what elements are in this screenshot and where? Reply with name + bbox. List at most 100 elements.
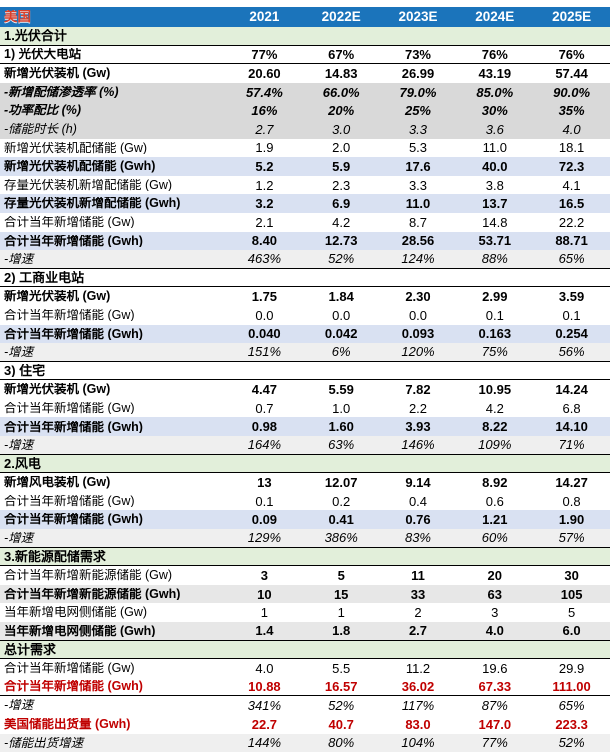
table-row: 存量光伏装机新增配储能 (Gw) 1.2 2.3 3.3 3.8 4.1 [0,176,610,195]
value-cell: 22.7 [251,716,278,732]
value-cell: 4.0 [562,121,581,137]
value-cell: 5 [337,568,345,584]
value-cell: 77% [251,46,278,62]
value-cell: 10.95 [478,382,512,398]
header-year-2021: 2021 [249,9,280,25]
table-row: -增速 164% 63% 146% 109% 71% [0,436,610,455]
row-label: -增速 [4,699,34,712]
table-row: 1) 光伏大电站 77% 67% 73% 76% 76% [0,46,610,65]
value-cell: 4.2 [485,400,504,416]
value-cell: 11.0 [482,140,507,156]
table-row: 合计当年新增储能 (Gwh) 10.88 16.57 36.02 67.33 111.00 [0,678,610,697]
table-row: -增速 463% 52% 124% 88% 65% [0,250,610,269]
value-cell: 14.10 [555,419,588,435]
value-cell: 11 [411,568,425,584]
value-cell: 2.2 [408,400,428,416]
row-label: 总计需求 [4,642,57,656]
value-cell: 4.47 [251,382,278,398]
row-label: 1.光伏合计 [4,29,67,43]
value-cell: 40.0 [482,158,508,174]
section-row: 3) 住宅 [0,362,610,381]
value-cell: 53.71 [478,233,512,249]
row-label: 3) 住宅 [4,363,46,377]
row-label: 合计当年新增新能源储能 (Gw) [4,569,173,582]
row-label: 合计当年新增储能 (Gw) [4,401,135,415]
value-cell: 1 [260,605,269,621]
table-body: 1.光伏合计 1) 光伏大电站 77% 67% 73% 76% 76% 新增光伏装机 (Gw)… [0,27,610,753]
value-cell: 129% [247,530,282,546]
table-row: 当年新增电网侧储能 (Gw) 1 1 2 3 5 [0,603,610,622]
table-row: 合计当年新增储能 (Gw) 0.1 0.2 0.4 0.6 0.8 [0,492,610,511]
row-label: 合计当年新增储能 (Gwh) [4,680,143,693]
value-cell: 36.02 [401,679,435,695]
table-row: 新增光伏装机 (Gw) 20.60 14.83 26.99 43.19 57.44 [0,64,610,83]
value-cell: 87% [481,698,508,714]
value-cell: 1.21 [482,512,508,528]
table-row: 新增光伏装机 (Gw) 4.47 5.59 7.82 10.95 14.24 [0,380,610,399]
value-cell: 13.7 [482,196,508,212]
table-row: 合计当年新增储能 (Gwh) 0.040 0.042 0.093 0.163 0.254 [0,324,610,344]
value-cell: 10.88 [248,679,281,695]
value-cell: 0.98 [251,419,278,435]
header-year-2025e: 2025E [552,9,592,25]
value-cell: 5.9 [332,158,351,174]
table-row: 新增光伏装机配储能 (Gw) 1.9 2.0 5.3 11.0 18.1 [0,139,610,158]
row-label: 存量光伏装机新增配储能 (Gwh) [4,197,181,210]
value-cell: 0.6 [485,493,504,509]
value-cell: 28.56 [401,233,435,249]
value-cell: 0.4 [408,493,428,509]
value-cell: 8.7 [408,214,428,230]
value-cell: 0.0 [408,307,428,323]
value-cell: 14.83 [324,65,358,81]
value-cell: 164% [247,437,282,453]
table-header-row: 美国 2021 2022E 2023E 2024E 2025E [0,7,610,27]
value-cell: 1.2 [255,177,274,193]
value-cell: 14.8 [482,214,508,230]
table-row: 合计当年新增储能 (Gwh) 0.98 1.60 3.93 8.22 14.10 [0,417,610,437]
value-cell: 5 [567,605,576,621]
value-cell: 3.6 [485,121,504,137]
value-cell: 16.57 [324,679,358,695]
value-cell: 1 [337,605,345,621]
value-cell: 83% [404,530,431,546]
table-row: -储能时长 (h) 2.7 3.0 3.3 3.6 4.0 [0,119,610,139]
value-cell: 12.73 [324,233,358,249]
value-cell: 386% [324,530,358,546]
value-cell: 124% [401,251,435,267]
table-row: -增速 151% 6% 120% 75% 56% [0,343,610,362]
value-cell: 4.0 [255,660,274,676]
value-cell: 0.1 [562,307,581,323]
value-cell: 1.9 [255,140,274,156]
row-label: 合计当年新增储能 (Gwh) [4,234,143,248]
value-cell: 76% [558,46,585,62]
value-cell: 14.24 [555,382,588,398]
value-cell: 1.4 [255,623,274,639]
value-cell: 80% [328,735,355,751]
section-row: 3.新能源配储需求 [0,547,610,567]
row-label: -增速 [4,438,34,452]
value-cell: 10 [257,586,272,602]
value-cell: 0.093 [401,326,435,342]
value-cell: 56% [558,344,585,360]
value-cell: 0.09 [251,512,278,528]
value-cell: 16% [251,103,278,119]
row-label: 新增光伏装机配储能 (Gw) [4,141,148,155]
row-label: 新增光伏装机 (Gw) [4,67,111,80]
value-cell: 341% [247,698,282,714]
table-row: 合计当年新增储能 (Gw) 4.0 5.5 11.2 19.6 29.9 [0,659,610,678]
value-cell: 8.40 [251,233,278,249]
row-label: 美国储能出货量 (Gwh) [4,718,131,731]
value-cell: 79.0% [399,84,437,100]
value-cell: 83.0 [405,716,431,732]
table-row: -新增配储渗透率 (%) 57.4% 66.0% 79.0% 85.0% 90.0% [0,82,610,102]
value-cell: 25% [404,103,431,119]
value-cell: 0.0 [332,307,351,323]
row-label: -功率配比 (%) [4,104,82,117]
value-cell: 0.2 [332,493,351,509]
value-cell: 6.9 [332,196,351,212]
value-cell: 14.27 [555,475,588,491]
value-cell: 0.41 [328,512,354,528]
table-row: 合计当年新增储能 (Gwh) 8.40 12.73 28.56 53.71 88.71 [0,231,610,251]
value-cell: 8.22 [482,419,508,435]
